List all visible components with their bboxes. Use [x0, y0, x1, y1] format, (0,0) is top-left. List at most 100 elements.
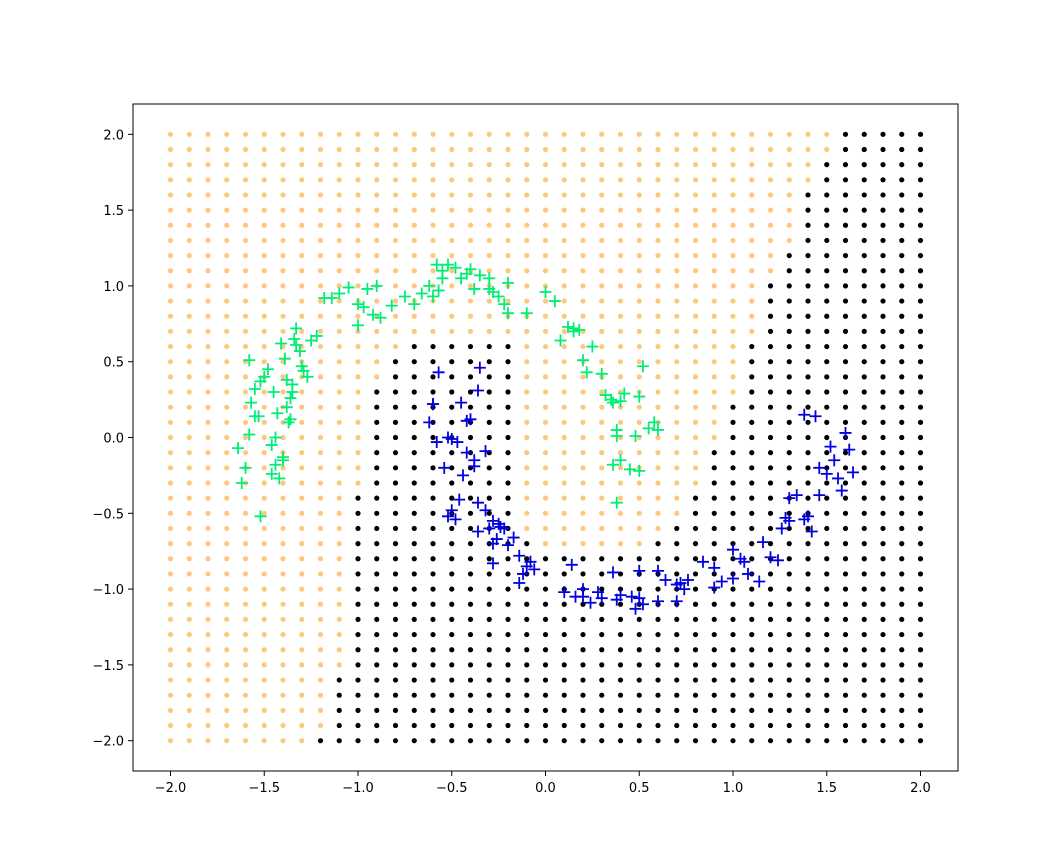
grid-point-class0: [524, 222, 530, 228]
grid-point-class0: [486, 177, 492, 183]
grid-point-class0: [355, 374, 361, 380]
grid-point-class0: [261, 465, 267, 471]
grid-point-class0: [711, 283, 717, 289]
grid-point-class1: [711, 662, 717, 668]
grid-point-class0: [467, 162, 474, 168]
grid-point-class0: [730, 298, 736, 304]
grid-point-class1: [392, 692, 399, 698]
grid-point-class1: [805, 601, 811, 607]
grid-point-class0: [242, 162, 249, 168]
grid-point-class1: [711, 541, 717, 547]
grid-point-class0: [692, 222, 699, 228]
grid-point-class0: [580, 207, 586, 213]
grid-point-class1: [917, 647, 924, 653]
grid-point-class0: [692, 480, 699, 486]
grid-point-class0: [224, 677, 230, 683]
grid-point-class0: [317, 707, 324, 713]
grid-point-class1: [842, 207, 849, 213]
grid-point-class0: [167, 495, 174, 501]
grid-point-class0: [430, 192, 436, 198]
grid-point-class0: [224, 616, 230, 623]
grid-point-class0: [374, 192, 380, 198]
grid-point-class0: [336, 465, 342, 471]
grid-point-class0: [655, 374, 661, 380]
grid-point-class1: [542, 677, 549, 683]
grid-point-class1: [767, 647, 774, 653]
grid-point-class0: [449, 131, 455, 137]
grid-point-class1: [861, 313, 867, 319]
data-point-marker: [802, 510, 814, 523]
grid-point-class0: [167, 162, 174, 168]
grid-point-class1: [880, 313, 886, 319]
grid-point-class1: [824, 677, 830, 683]
grid-point-class0: [336, 586, 342, 592]
grid-point-class0: [617, 252, 624, 259]
data-point-marker: [357, 301, 370, 314]
grid-point-class0: [261, 480, 267, 486]
grid-point-class0: [561, 404, 567, 410]
grid-point-class1: [392, 434, 399, 441]
grid-point-class0: [655, 510, 661, 516]
grid-point-class0: [561, 525, 567, 532]
grid-point-class1: [917, 419, 924, 425]
grid-point-class1: [617, 692, 624, 698]
grid-point-class1: [749, 647, 755, 653]
grid-point-class0: [824, 131, 830, 137]
grid-point-class0: [467, 328, 474, 334]
grid-point-class0: [261, 631, 267, 638]
grid-point-class1: [730, 601, 736, 607]
grid-point-class1: [842, 162, 849, 168]
data-point-marker: [398, 290, 411, 303]
grid-point-class0: [336, 541, 342, 547]
grid-point-class1: [861, 571, 867, 577]
grid-point-class0: [242, 601, 249, 607]
grid-point-class1: [786, 480, 792, 486]
grid-point-class0: [580, 283, 586, 289]
grid-point-class0: [280, 510, 286, 516]
data-point-marker: [442, 258, 454, 271]
grid-point-class0: [317, 525, 324, 532]
grid-point-class0: [411, 131, 417, 137]
grid-point-class1: [392, 359, 399, 365]
grid-point-class0: [449, 146, 455, 153]
grid-point-class0: [374, 146, 380, 153]
grid-point-class1: [505, 389, 511, 395]
data-point-marker: [697, 555, 709, 568]
grid-point-class0: [261, 722, 267, 729]
grid-point-class0: [430, 207, 436, 213]
grid-point-class0: [542, 237, 549, 244]
grid-point-class0: [261, 662, 267, 668]
grid-point-class1: [917, 252, 924, 259]
grid-point-class1: [692, 738, 699, 744]
grid-point-class1: [617, 631, 624, 638]
grid-point-class0: [636, 495, 642, 501]
grid-point-class1: [467, 722, 474, 729]
grid-point-class0: [242, 374, 249, 380]
grid-point-class0: [186, 313, 192, 319]
grid-point-class0: [186, 722, 192, 729]
grid-point-class1: [805, 450, 811, 456]
grid-point-class1: [861, 252, 867, 259]
grid-point-class0: [542, 268, 549, 274]
grid-point-class1: [711, 601, 717, 607]
grid-point-class1: [317, 738, 324, 744]
grid-point-class1: [842, 525, 849, 532]
grid-point-class0: [205, 298, 211, 304]
grid-point-class1: [524, 556, 530, 562]
grid-point-class1: [505, 480, 511, 486]
grid-point-class1: [917, 525, 924, 532]
grid-point-class1: [824, 541, 830, 547]
grid-point-class1: [655, 631, 661, 638]
grid-point-class1: [411, 586, 417, 592]
grid-point-class1: [767, 359, 774, 365]
data-point-marker: [757, 536, 769, 549]
grid-point-class0: [317, 480, 324, 486]
grid-point-class1: [824, 268, 830, 274]
grid-point-class1: [861, 207, 867, 213]
grid-point-class1: [899, 692, 905, 698]
grid-point-class0: [167, 707, 174, 713]
grid-point-class1: [486, 677, 492, 683]
grid-point-class0: [730, 146, 736, 153]
grid-point-class0: [280, 237, 286, 244]
grid-point-class1: [505, 556, 511, 562]
